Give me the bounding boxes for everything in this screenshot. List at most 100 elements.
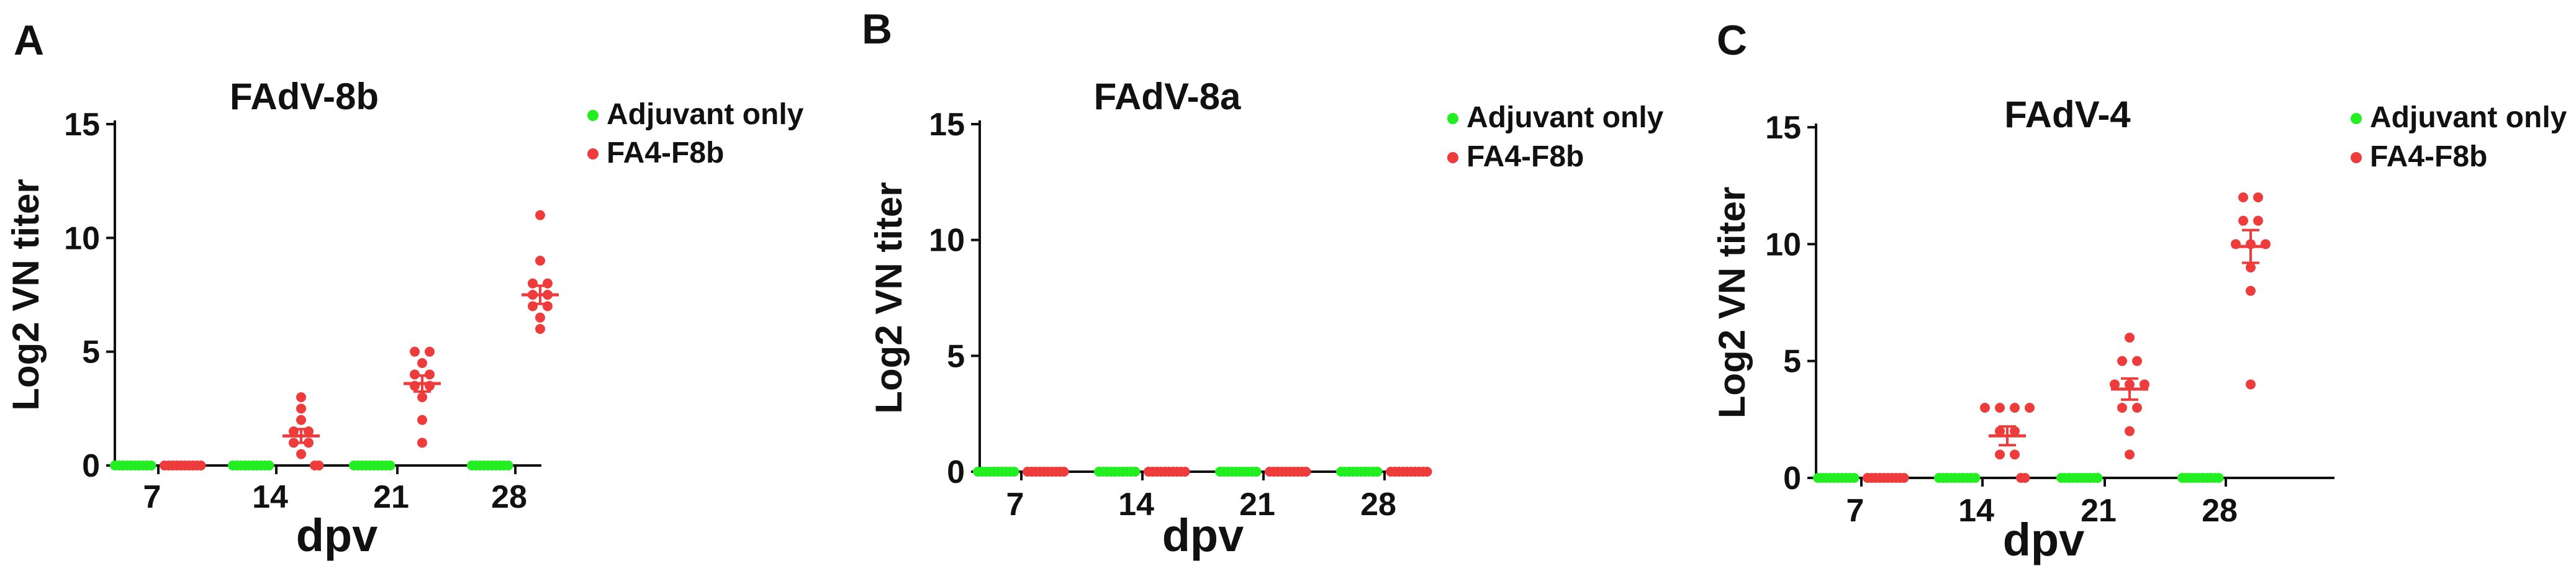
data-point-fa4-f8b — [535, 324, 545, 334]
x-tick-label: 14 — [1118, 487, 1154, 523]
x-tick-label: 14 — [1958, 493, 1994, 529]
panel-c: C FAdV-4 0 5 10 15 7 14 21 28 Log2 VN titer dpv Adju… — [1711, 17, 2567, 565]
data-point-fa4-f8b — [2010, 426, 2020, 436]
legend-marker — [1447, 113, 1458, 124]
panel-letter: B — [862, 6, 892, 53]
panel-a: A FAdV-8b 0 5 10 15 7 14 21 28 Log2 VN titer dpv Adj… — [5, 17, 804, 561]
data-point-adjuvant — [1251, 467, 1262, 477]
data-point-fa4-f8b — [535, 210, 545, 220]
data-point-adjuvant — [1130, 467, 1141, 477]
y-tick-label: 5 — [947, 338, 965, 374]
data-point-fa4-f8b — [2117, 356, 2127, 366]
y-tick-label: 10 — [929, 223, 965, 259]
legend-marker — [2351, 152, 2362, 163]
y-tick-label: 0 — [1783, 461, 1801, 497]
data-point-adjuvant — [146, 461, 156, 470]
legend-label: Adjuvant only — [2370, 101, 2567, 134]
data-point-fa4-f8b — [1980, 403, 1990, 413]
panel-b: B FAdV-8a 0 5 10 15 7 14 21 28 Log2 VN titer dpv Adj… — [862, 6, 1664, 561]
y-tick-label: 10 — [64, 220, 100, 256]
data-point-fa4-f8b — [2246, 263, 2256, 272]
data-point-adjuvant — [503, 461, 513, 470]
data-point-fa4-f8b — [1059, 467, 1069, 477]
data-point-fa4-f8b — [2020, 473, 2030, 483]
data-point-fa4-f8b — [2246, 286, 2256, 296]
data-point-fa4-f8b — [2253, 192, 2263, 202]
data-point-fa4-f8b — [410, 346, 420, 357]
legend-marker — [587, 148, 599, 160]
x-tick-label: 28 — [2202, 493, 2238, 529]
y-tick-label: 10 — [1765, 227, 1801, 263]
data-point-adjuvant — [2092, 473, 2103, 483]
data-point-fa4-f8b — [196, 461, 206, 470]
x-tick-label: 7 — [1006, 487, 1024, 523]
y-tick-label: 15 — [929, 107, 965, 143]
data-point-fa4-f8b — [1301, 467, 1311, 477]
y-tick-label: 5 — [1783, 344, 1801, 380]
data-point-fa4-f8b — [2010, 403, 2020, 413]
data-point-fa4-f8b — [1899, 473, 1909, 483]
data-point-adjuvant — [1849, 473, 1860, 483]
y-axis-label: Log2 VN titer — [868, 182, 910, 413]
data-point-fa4-f8b — [296, 403, 306, 414]
data-point-fa4-f8b — [417, 358, 427, 368]
data-point-fa4-f8b — [2025, 403, 2035, 413]
x-tick-label: 21 — [373, 479, 409, 515]
x-tick-label: 28 — [491, 479, 527, 515]
y-tick-label: 15 — [64, 107, 100, 143]
legend-marker — [2351, 113, 2362, 124]
data-point-fa4-f8b — [1995, 403, 2005, 413]
y-tick-label: 5 — [82, 335, 100, 371]
y-tick-label: 15 — [1765, 110, 1801, 146]
data-point-fa4-f8b — [2132, 403, 2142, 413]
data-point-fa4-f8b — [2117, 403, 2127, 413]
legend-label: Adjuvant only — [1467, 101, 1664, 134]
data-point-fa4-f8b — [1422, 467, 1432, 477]
y-tick-label: 0 — [82, 448, 100, 484]
data-point-fa4-f8b — [1995, 426, 2005, 436]
data-point-adjuvant — [264, 461, 274, 470]
data-point-fa4-f8b — [1180, 467, 1190, 477]
data-point-fa4-f8b — [2010, 449, 2020, 460]
data-point-fa4-f8b — [535, 312, 545, 323]
data-point-fa4-f8b — [2253, 215, 2263, 226]
data-point-adjuvant — [1970, 473, 1981, 483]
legend-label: FA4-F8b — [1467, 140, 1584, 173]
panel-letter: C — [1717, 17, 1747, 64]
data-point-adjuvant — [385, 461, 395, 470]
legend-label: FA4-F8b — [2370, 140, 2487, 173]
chart-title: FAdV-8a — [1094, 76, 1241, 117]
legend-label: FA4-F8b — [607, 137, 724, 169]
legend-label: Adjuvant only — [607, 98, 804, 131]
x-tick-label: 28 — [1360, 487, 1396, 523]
data-point-fa4-f8b — [1995, 449, 2005, 460]
data-point-fa4-f8b — [296, 392, 306, 402]
legend-marker — [587, 110, 599, 121]
x-tick-label: 7 — [1846, 493, 1864, 529]
y-tick-label: 0 — [947, 454, 965, 490]
panel-letter: A — [14, 17, 44, 64]
x-axis-label: dpv — [296, 510, 378, 561]
x-axis-label: dpv — [2003, 514, 2085, 565]
data-point-fa4-f8b — [2238, 215, 2248, 226]
data-point-fa4-f8b — [535, 256, 545, 266]
data-point-adjuvant — [1009, 467, 1019, 477]
data-point-fa4-f8b — [2125, 449, 2135, 460]
data-point-fa4-f8b — [2110, 379, 2120, 390]
data-point-fa4-f8b — [2246, 379, 2256, 390]
data-point-fa4-f8b — [2132, 356, 2142, 366]
data-point-fa4-f8b — [425, 346, 435, 357]
legend-marker — [1447, 152, 1458, 163]
data-point-adjuvant — [1372, 467, 1383, 477]
data-point-adjuvant — [2213, 473, 2224, 483]
x-tick-label: 21 — [2081, 493, 2117, 529]
data-point-fa4-f8b — [417, 415, 427, 425]
data-point-fa4-f8b — [296, 449, 306, 459]
chart-title: FAdV-8b — [230, 76, 379, 117]
data-point-fa4-f8b — [2238, 192, 2248, 202]
data-point-fa4-f8b — [2125, 333, 2135, 343]
data-point-fa4-f8b — [314, 461, 324, 470]
data-point-fa4-f8b — [2125, 426, 2135, 436]
data-point-fa4-f8b — [417, 392, 427, 402]
